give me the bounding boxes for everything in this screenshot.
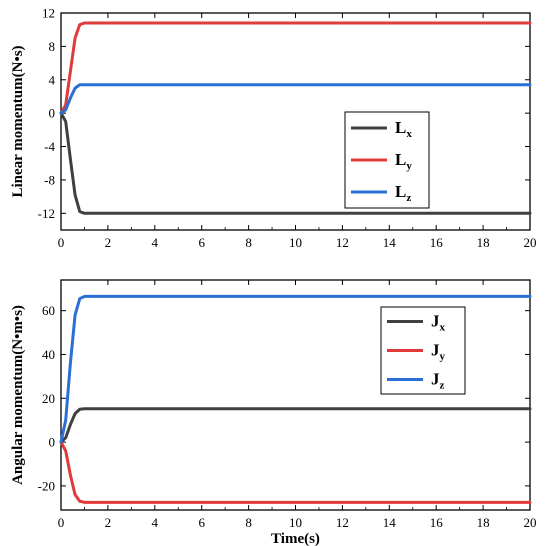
x-tick-label: 16 — [430, 515, 444, 530]
series-line-jx — [59, 407, 532, 444]
x-tick-label: 10 — [289, 235, 302, 250]
y-tick-label: -20 — [38, 478, 55, 493]
series-line-jz — [59, 294, 532, 444]
x-tick-label: 14 — [383, 515, 397, 530]
y-axis-title: Angular momentum(N•m•s) — [10, 305, 26, 485]
x-tick-label: 4 — [152, 515, 159, 530]
y-tick-label: 4 — [49, 72, 56, 87]
x-tick-label: 6 — [198, 235, 205, 250]
y-tick-label: 60 — [42, 303, 55, 318]
series-line-lz — [59, 83, 532, 115]
x-tick-label: 8 — [245, 515, 252, 530]
y-tick-label: -8 — [44, 172, 55, 187]
y-tick-label: 20 — [42, 391, 55, 406]
chart-panel-2: 0 2 4 6 8 10 12 14 16 18 20 60 40 20 0 -20 Angular momen… — [10, 279, 537, 546]
x-tick-label: 12 — [336, 515, 349, 530]
x-tick-label: 14 — [383, 235, 397, 250]
x-tick-label: 2 — [105, 515, 112, 530]
x-tick-label: 4 — [152, 235, 159, 250]
y-tick-label: 0 — [49, 106, 56, 121]
x-tick-label: 16 — [430, 235, 444, 250]
x-tick-label: 20 — [524, 515, 537, 530]
x-tick-label: 0 — [58, 235, 65, 250]
x-tick-label: 0 — [58, 515, 65, 530]
x-tick-label: 12 — [336, 235, 349, 250]
x-tick-label: 8 — [245, 235, 252, 250]
x-axis-title: Time(s) — [271, 531, 320, 546]
y-tick-label: -12 — [38, 206, 55, 221]
y-axis-title: Linear momentum(N•s) — [10, 45, 26, 197]
x-tick-label: 10 — [289, 515, 302, 530]
y-tick-label: 40 — [42, 347, 55, 362]
chart-panel-1: 0 2 4 6 8 10 12 14 16 18 20 12 8 4 0 -4 -8 -12 Linear mome… — [10, 6, 537, 251]
y-tick-label: 0 — [49, 435, 56, 450]
plot-frame — [60, 12, 531, 231]
x-tick-label: 6 — [198, 515, 205, 530]
series-line-jy — [59, 440, 532, 504]
y-tick-label: 8 — [49, 39, 56, 54]
y-tick-label: 12 — [42, 6, 55, 21]
x-tick-label: 18 — [477, 235, 490, 250]
series-line-lx — [59, 111, 532, 215]
series-line-ly — [59, 21, 532, 115]
x-tick-label: 20 — [524, 235, 537, 250]
x-tick-label: 2 — [105, 235, 112, 250]
y-tick-label: -4 — [44, 139, 55, 154]
x-tick-label: 18 — [477, 515, 490, 530]
